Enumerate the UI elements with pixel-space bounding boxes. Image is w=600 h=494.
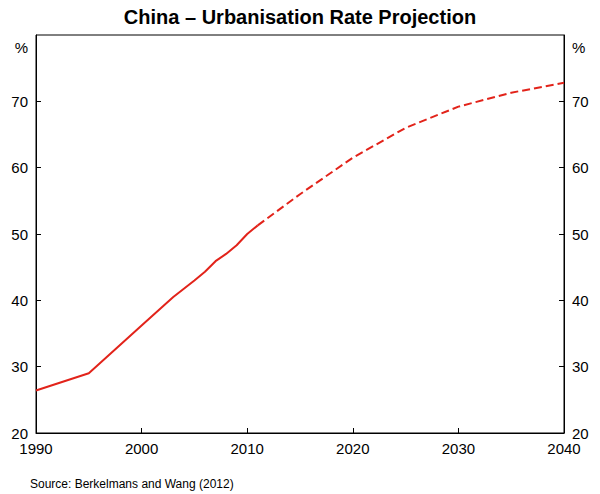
- svg-text:1990: 1990: [19, 440, 52, 457]
- svg-text:30: 30: [11, 358, 28, 375]
- svg-text:20: 20: [11, 425, 28, 442]
- svg-text:2010: 2010: [231, 440, 264, 457]
- svg-text:70: 70: [11, 93, 28, 110]
- svg-text:30: 30: [572, 358, 589, 375]
- svg-text:20: 20: [572, 425, 589, 442]
- svg-text:2030: 2030: [442, 440, 475, 457]
- svg-text:70: 70: [572, 93, 589, 110]
- svg-text:40: 40: [572, 292, 589, 309]
- svg-text:%: %: [572, 39, 585, 56]
- svg-text:50: 50: [572, 226, 589, 243]
- svg-text:40: 40: [11, 292, 28, 309]
- svg-text:%: %: [15, 39, 28, 56]
- svg-text:2000: 2000: [125, 440, 158, 457]
- svg-text:China – Urbanisation Rate Proj: China – Urbanisation Rate Projection: [124, 6, 476, 28]
- svg-text:60: 60: [572, 159, 589, 176]
- svg-text:50: 50: [11, 226, 28, 243]
- svg-text:60: 60: [11, 159, 28, 176]
- svg-text:Source: Berkelmans and Wang (2: Source: Berkelmans and Wang (2012): [30, 477, 234, 491]
- svg-text:2040: 2040: [547, 440, 580, 457]
- svg-text:2020: 2020: [336, 440, 369, 457]
